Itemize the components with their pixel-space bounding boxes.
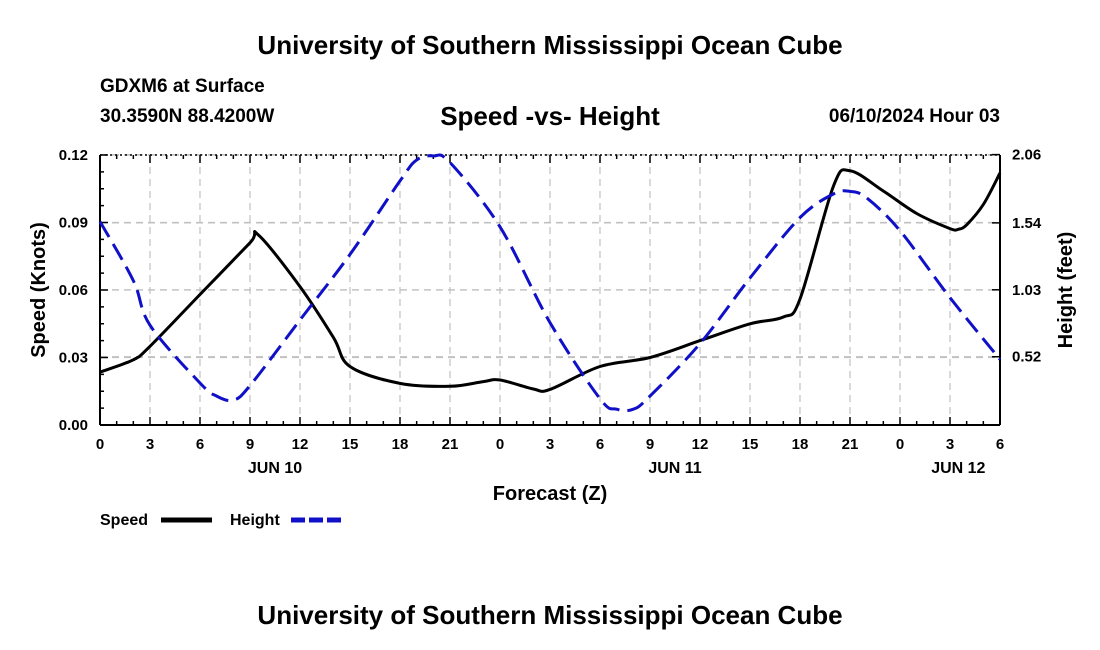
x-tick-label: 21 xyxy=(842,436,859,453)
x-tick-label: 9 xyxy=(246,436,254,453)
x-day-label: JUN 11 xyxy=(648,460,701,477)
chart-main-title: University of Southern Mississippi Ocean… xyxy=(257,30,843,60)
x-day-label: JUN 12 xyxy=(931,460,985,477)
x-tick-label: 12 xyxy=(292,436,309,453)
x-tick-label: 3 xyxy=(546,436,554,453)
x-tick-label: 6 xyxy=(596,436,604,453)
y2-tick-label: 0.52 xyxy=(1012,349,1041,366)
chart-subtitle: Speed -vs- Height xyxy=(440,101,660,131)
legend-label-speed: Speed xyxy=(100,512,148,529)
x-day-label: JUN 10 xyxy=(248,460,302,477)
y2-tick-label: 2.06 xyxy=(1012,147,1041,164)
x-tick-label: 18 xyxy=(392,436,409,453)
x-tick-label: 15 xyxy=(342,436,359,453)
y-axis-label: Speed (Knots) xyxy=(28,222,50,358)
x-tick-label: 0 xyxy=(496,436,504,453)
y2-tick-label: 1.54 xyxy=(1012,215,1042,232)
x-axis-label: Forecast (Z) xyxy=(493,483,607,505)
x-tick-label: 0 xyxy=(96,436,104,453)
y-tick-label: 0.00 xyxy=(59,417,88,434)
x-tick-label: 6 xyxy=(996,436,1004,453)
y2-axis-label: Height (feet) xyxy=(1055,232,1077,349)
x-tick-label: 3 xyxy=(946,436,954,453)
x-tick-label: 18 xyxy=(792,436,809,453)
y-tick-label: 0.06 xyxy=(59,282,88,299)
x-tick-label: 0 xyxy=(896,436,904,453)
y-tick-label: 0.09 xyxy=(59,215,88,232)
datetime-label: 06/10/2024 Hour 03 xyxy=(828,106,1000,127)
y-tick-label: 0.03 xyxy=(59,350,88,367)
x-tick-label: 12 xyxy=(692,436,709,453)
footer-title: University of Southern Mississippi Ocean… xyxy=(257,600,843,630)
series-line-speed xyxy=(99,168,1002,393)
coordinates-label: 30.3590N 88.4200W xyxy=(100,106,275,127)
x-tick-label: 6 xyxy=(196,436,204,453)
y-tick-label: 0.12 xyxy=(59,147,88,164)
x-tick-label: 21 xyxy=(442,436,459,453)
x-tick-label: 15 xyxy=(742,436,759,453)
x-tick-label: 9 xyxy=(646,436,654,453)
legend-label-height: Height xyxy=(230,512,280,529)
y2-tick-label: 1.03 xyxy=(1012,282,1041,299)
station-label: GDXM6 at Surface xyxy=(100,76,265,97)
x-tick-label: 3 xyxy=(146,436,154,453)
